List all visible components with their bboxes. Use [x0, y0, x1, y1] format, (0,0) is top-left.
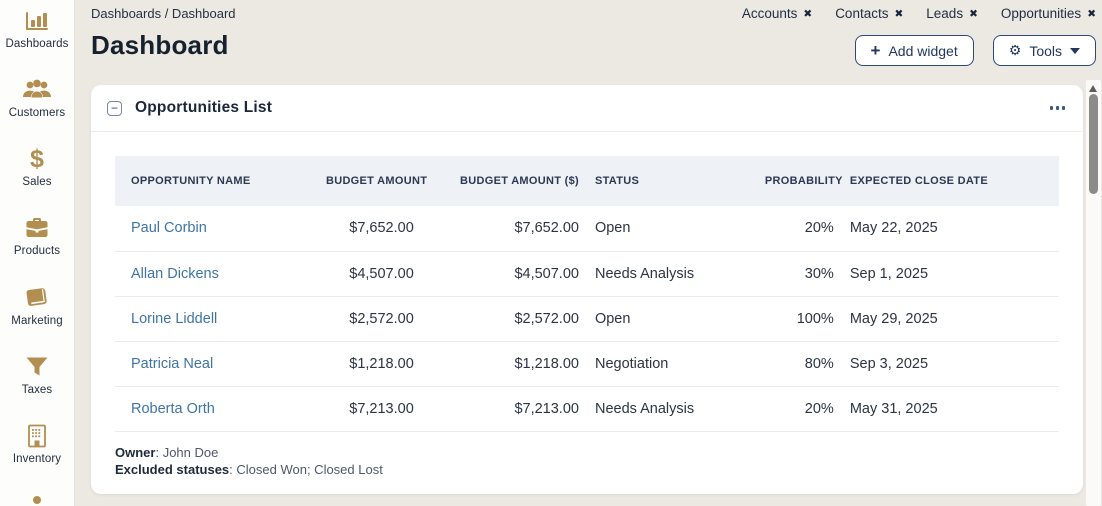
building-icon — [24, 421, 50, 451]
opportunities-table: OPPORTUNITY NAME BUDGET AMOUNT BUDGET AM… — [115, 156, 1059, 432]
status-cell: Negotiation — [586, 341, 757, 387]
close-date-cell: Sep 1, 2025 — [841, 251, 1059, 297]
sidebar-item-label: Inventory — [12, 452, 62, 465]
probability-cell: 30% — [756, 251, 842, 297]
customers-icon — [22, 75, 52, 105]
briefcase-icon — [24, 213, 50, 243]
sidebar-item-label: Dashboards — [5, 38, 69, 50]
column-header-budget-usd[interactable]: BUDGET AMOUNT ($) — [421, 156, 587, 206]
sidebar-item-label: Customers — [8, 107, 66, 120]
table-header-row: OPPORTUNITY NAME BUDGET AMOUNT BUDGET AM… — [115, 156, 1059, 206]
opportunities-list-panel: − Opportunities List OPPORTUNITY NAME BU… — [91, 85, 1083, 494]
budget-cell: $1,218.00 — [317, 341, 422, 387]
collapse-icon[interactable]: − — [107, 100, 122, 116]
probability-cell: 80% — [756, 341, 842, 387]
table-row: Allan Dickens $4,507.00 $4,507.00 Needs … — [115, 251, 1059, 297]
close-date-cell: May 31, 2025 — [841, 386, 1059, 432]
status-cell: Open — [586, 296, 757, 342]
scrollbar-thumb[interactable] — [1089, 94, 1098, 194]
budget-usd-cell: $1,218.00 — [421, 341, 587, 387]
budget-cell: $2,572.00 — [317, 296, 422, 342]
status-cell: Open — [586, 206, 757, 252]
sidebar-item-label: Marketing — [11, 314, 63, 327]
sidebar-item-label: Products — [13, 245, 61, 258]
close-icon[interactable]: ✖ — [1087, 7, 1096, 20]
tab-accounts[interactable]: Accounts ✖ — [741, 6, 813, 21]
person-icon — [24, 494, 50, 506]
table-row: Patricia Neal $1,218.00 $1,218.00 Negoti… — [115, 341, 1059, 387]
close-icon[interactable]: ✖ — [803, 7, 813, 20]
probability-cell: 20% — [756, 206, 842, 252]
close-icon[interactable]: ✖ — [969, 7, 978, 20]
probability-cell: 100% — [756, 296, 842, 342]
opportunity-link[interactable]: Paul Corbin — [131, 220, 207, 237]
panel-body: OPPORTUNITY NAME BUDGET AMOUNT BUDGET AM… — [91, 132, 1083, 478]
dollar-icon: $ — [30, 144, 44, 173]
tab-opportunities[interactable]: Opportunities ✖ — [1000, 6, 1096, 21]
panel-footer-notes: Owner: John Doe Excluded statuses: Close… — [115, 444, 1059, 478]
sidebar: Dashboards Customers $ Sales Pr — [0, 0, 75, 506]
sidebar-item-products[interactable]: Products — [0, 213, 74, 282]
budget-cell: $4,507.00 — [317, 251, 422, 297]
column-header-name[interactable]: OPPORTUNITY NAME — [115, 156, 318, 206]
budget-cell: $7,652.00 — [317, 206, 422, 252]
status-cell: Needs Analysis — [586, 386, 757, 432]
table-row: Lorine Liddell $2,572.00 $2,572.00 Open … — [115, 296, 1059, 342]
add-widget-button[interactable]: + Add widget — [854, 35, 974, 66]
opportunity-link[interactable]: Lorine Liddell — [131, 310, 218, 327]
tools-button[interactable]: ⚙ Tools — [992, 35, 1096, 66]
quick-tabs: Accounts ✖ Contacts ✖ Leads ✖ Opportunit… — [742, 6, 1096, 21]
tab-contacts[interactable]: Contacts ✖ — [835, 6, 904, 21]
status-cell: Needs Analysis — [586, 251, 757, 297]
budget-usd-cell: $7,652.00 — [421, 206, 587, 252]
column-header-status[interactable]: STATUS — [586, 156, 757, 206]
table-row: Paul Corbin $7,652.00 $7,652.00 Open 20%… — [115, 206, 1059, 252]
sidebar-item-label: Taxes — [21, 383, 53, 396]
page-title: Dashboard — [91, 30, 229, 60]
opportunity-link[interactable]: Allan Dickens — [131, 265, 219, 282]
scroll-up-arrow-icon[interactable] — [1089, 85, 1097, 92]
close-date-cell: May 22, 2025 — [841, 206, 1059, 252]
book-icon — [24, 283, 50, 313]
sidebar-item-taxes[interactable]: Taxes — [0, 352, 74, 421]
panel-title: Opportunities List — [135, 99, 273, 116]
main-area: Dashboards / Dashboard Accounts ✖ Contac… — [75, 0, 1102, 506]
opportunity-link[interactable]: Patricia Neal — [131, 355, 214, 372]
sidebar-item-marketing[interactable]: Marketing — [0, 283, 74, 352]
column-header-budget[interactable]: BUDGET AMOUNT — [317, 156, 427, 206]
panel-menu-icon[interactable] — [1048, 102, 1068, 114]
sidebar-item-sales[interactable]: $ Sales — [0, 144, 74, 213]
sidebar-item-customers[interactable]: Customers — [0, 75, 74, 144]
panel-header: − Opportunities List — [91, 85, 1083, 132]
tab-leads[interactable]: Leads ✖ — [926, 6, 978, 21]
sidebar-item-label: Sales — [22, 176, 52, 189]
excluded-statuses-note: Excluded statuses: Closed Won; Closed Lo… — [115, 461, 383, 477]
table-row: Roberta Orth $7,213.00 $7,213.00 Needs A… — [115, 386, 1059, 432]
sidebar-item-dashboards[interactable]: Dashboards — [0, 6, 74, 75]
column-header-close-date[interactable]: EXPECTED CLOSE DATE — [841, 156, 1059, 206]
scrollbar[interactable] — [1086, 80, 1101, 506]
budget-cell: $7,213.00 — [317, 386, 422, 432]
sidebar-item-inventory[interactable]: Inventory — [0, 421, 74, 490]
plus-icon: + — [870, 41, 881, 60]
bar-chart-icon — [24, 6, 50, 36]
opportunity-link[interactable]: Roberta Orth — [131, 400, 215, 417]
chevron-down-icon — [1070, 47, 1080, 54]
close-date-cell: May 29, 2025 — [841, 296, 1059, 342]
probability-cell: 20% — [756, 386, 842, 432]
close-icon[interactable]: ✖ — [894, 7, 904, 20]
budget-usd-cell: $7,213.00 — [421, 386, 587, 432]
header-actions: + Add widget ⚙ Tools — [854, 35, 1096, 66]
funnel-icon — [24, 352, 50, 382]
close-date-cell: Sep 3, 2025 — [841, 341, 1059, 387]
budget-usd-cell: $4,507.00 — [421, 251, 587, 297]
budget-usd-cell: $2,572.00 — [421, 296, 587, 342]
column-header-probability[interactable]: PROBABILITY — [756, 156, 842, 206]
gear-icon: ⚙ — [1008, 42, 1022, 59]
owner-note: Owner: John Doe — [115, 444, 219, 460]
breadcrumb[interactable]: Dashboards / Dashboard — [91, 6, 236, 21]
